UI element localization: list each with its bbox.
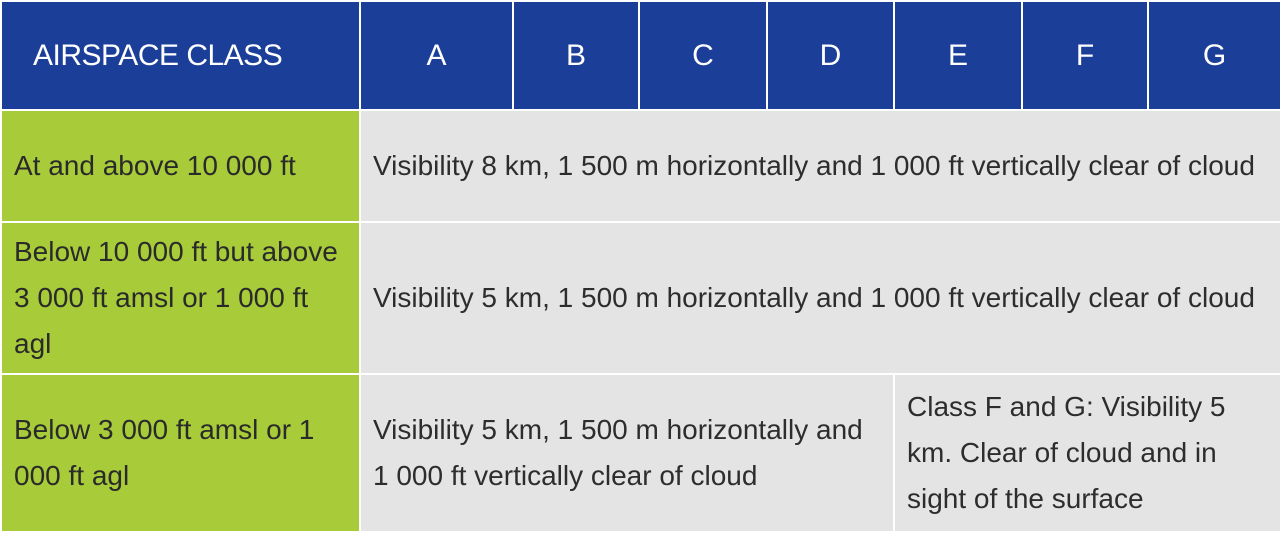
class-a-header: A xyxy=(359,0,514,111)
class-f-header: F xyxy=(1021,0,1149,111)
class-b-header: B xyxy=(512,0,640,111)
header-row: AIRSPACE CLASS A B C D E F G xyxy=(0,0,1280,111)
class-d-header: D xyxy=(766,0,895,111)
class-e-header: E xyxy=(893,0,1023,111)
class-g-header: G xyxy=(1147,0,1280,111)
airspace-class-header: AIRSPACE CLASS xyxy=(0,0,361,111)
class-c-header: C xyxy=(638,0,768,111)
visibility-requirement-cell: Visibility 5 km, 1 500 m horizontally an… xyxy=(359,221,1280,375)
visibility-requirement-cell: Visibility 8 km, 1 500 m horizontally an… xyxy=(359,109,1280,223)
visibility-requirement-f-g-cell: Class F and G: Visibility 5 km. Clear of… xyxy=(893,373,1280,533)
table-row: Below 3 000 ft amsl or 1 000 ft agl Visi… xyxy=(0,373,1280,533)
table-row: At and above 10 000 ft Visibility 8 km, … xyxy=(0,109,1280,223)
altitude-band-cell: Below 10 000 ft but above 3 000 ft amsl … xyxy=(0,221,361,375)
visibility-requirement-a-to-e-cell: Visibility 5 km, 1 500 m horizontally an… xyxy=(359,373,895,533)
altitude-band-cell: Below 3 000 ft amsl or 1 000 ft agl xyxy=(0,373,361,533)
table-row: Below 10 000 ft but above 3 000 ft amsl … xyxy=(0,221,1280,375)
altitude-band-cell: At and above 10 000 ft xyxy=(0,109,361,223)
